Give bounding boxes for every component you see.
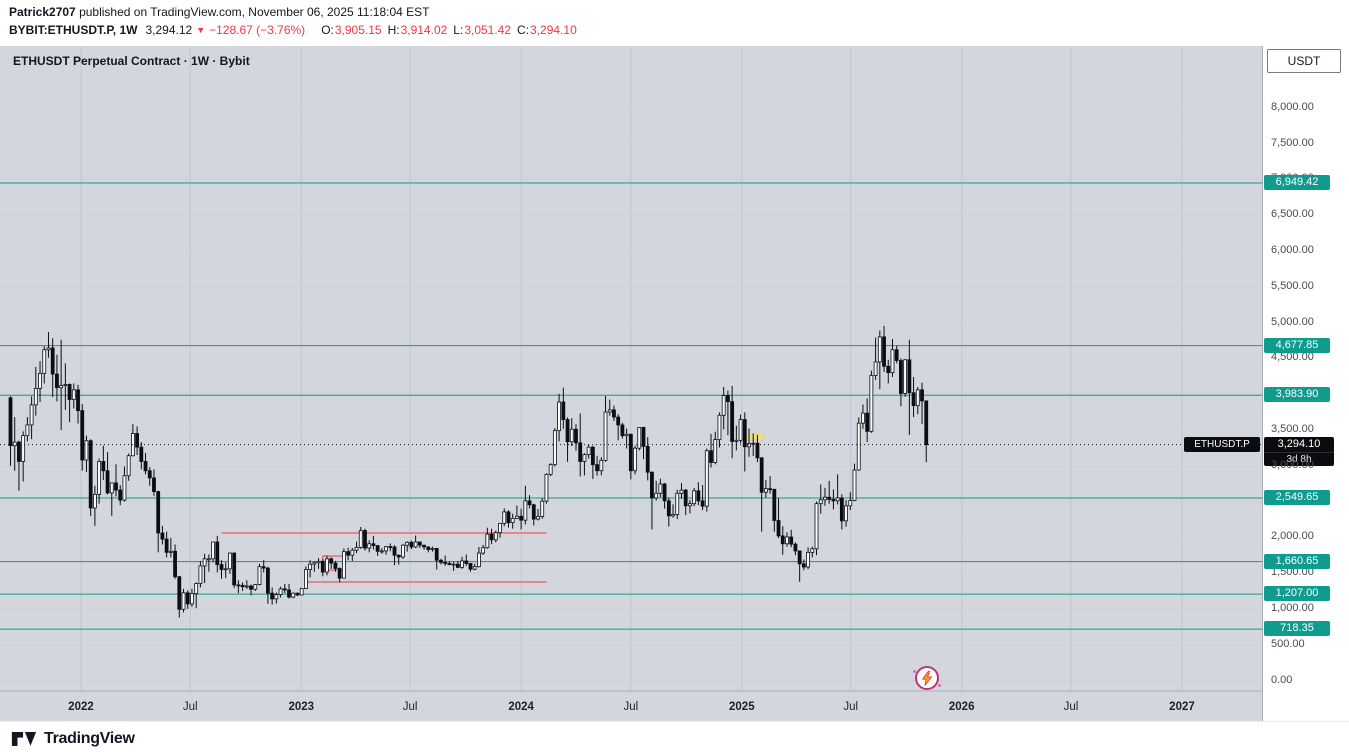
svg-text:Jul: Jul [1064,701,1079,713]
level-price-tag: 1,207.00 [1264,586,1330,602]
svg-text:2027: 2027 [1169,701,1195,713]
current-price-tag: 3,294.10 3d 8h [1264,436,1334,466]
price-tick-label: 3,000.00 [1271,458,1314,471]
publish-info: Patrick2707 published on TradingView.com… [9,5,1349,19]
svg-text:Jul: Jul [403,701,418,713]
chart-area[interactable]: 2022 Jul 2023 Jul 2024 Jul 2025 Jul 2026 Jul 2027 … [0,46,1349,721]
publisher-name: Patrick2707 [9,5,76,19]
price-tick-label: 4,500.00 [1271,351,1314,364]
close-value: 3,294.10 [530,23,577,37]
symbol-price-line-label: ETHUSDT.P [1184,437,1260,453]
price-tick-label: 0.00 [1271,673,1293,686]
open-value: 3,905.15 [334,23,382,37]
price-tick-label: 8,000.00 [1271,100,1314,113]
level-price-tag: 1,660.65 [1264,553,1330,569]
price-tick-label: 6,500.00 [1271,208,1314,221]
price-axis[interactable]: USDT 3,294.10 3d 8h 8,000.007,500.007,00… [1262,46,1349,721]
price-tick-label: 1,000.00 [1271,601,1314,614]
price-tick-label: 2,000.00 [1271,530,1314,543]
high-label: H: [387,23,400,37]
svg-text:Jul: Jul [843,701,858,713]
level-price-tag: 6,949.42 [1264,175,1330,190]
svg-text:Jul: Jul [623,701,638,713]
level-price-tag: 718.35 [1264,621,1330,637]
current-price-value: 3,294.10 [1277,437,1321,450]
lightning-sticker-icon[interactable] [913,666,941,690]
svg-text:2025: 2025 [729,701,755,713]
currency-button[interactable]: USDT [1267,49,1341,73]
price-tick-label: 3,500.00 [1271,422,1314,435]
symbol-name: BYBIT:ETHUSDT.P, 1W [9,23,138,37]
svg-text:2024: 2024 [508,701,534,713]
price-tick-label: 1,500.00 [1271,566,1314,579]
last-price: 3,294.12 [145,23,193,37]
publish-timestamp: published on TradingView.com, November 0… [75,5,430,19]
price-tick-label: 500.00 [1271,637,1305,650]
svg-text:Jul: Jul [183,701,198,713]
price-tick-label: 5,000.00 [1271,315,1314,328]
level-price-tag: 3,983.90 [1264,387,1330,403]
open-label: O: [321,23,334,37]
svg-text:2023: 2023 [288,701,314,713]
price-change: −128.67 (−3.76%) [209,23,306,37]
high-value: 3,914.02 [400,23,448,37]
footer: TradingView [0,721,1349,755]
low-value: 3,051.42 [464,23,512,37]
tradingview-logo-icon[interactable] [11,729,37,748]
symbol-quote-row: BYBIT:ETHUSDT.P, 1W 3,294.12 ▼ −128.67 (… [9,23,1349,37]
level-price-tag: 2,549.65 [1264,489,1330,505]
close-label: C: [517,23,530,37]
svg-text:2022: 2022 [68,701,94,713]
brand-name[interactable]: TradingView [44,729,135,747]
down-triangle-icon: ▼ [196,25,206,35]
level-price-tag: 4,677.85 [1264,337,1330,353]
chart-title: ETHUSDT Perpetual Contract · 1W · Bybit [13,54,250,68]
candlestick-chart[interactable]: 2022 Jul 2023 Jul 2024 Jul 2025 Jul 2026 Jul 2027 [0,46,1262,721]
price-tick-label: 6,000.00 [1271,243,1314,256]
publish-header: Patrick2707 published on TradingView.com… [0,0,1349,46]
price-tick-label: 5,500.00 [1271,279,1314,292]
low-label: L: [453,23,464,37]
svg-text:2026: 2026 [949,701,975,713]
bar-countdown: 3d 8h [1264,451,1334,466]
price-tick-label: 7,500.00 [1271,136,1314,149]
